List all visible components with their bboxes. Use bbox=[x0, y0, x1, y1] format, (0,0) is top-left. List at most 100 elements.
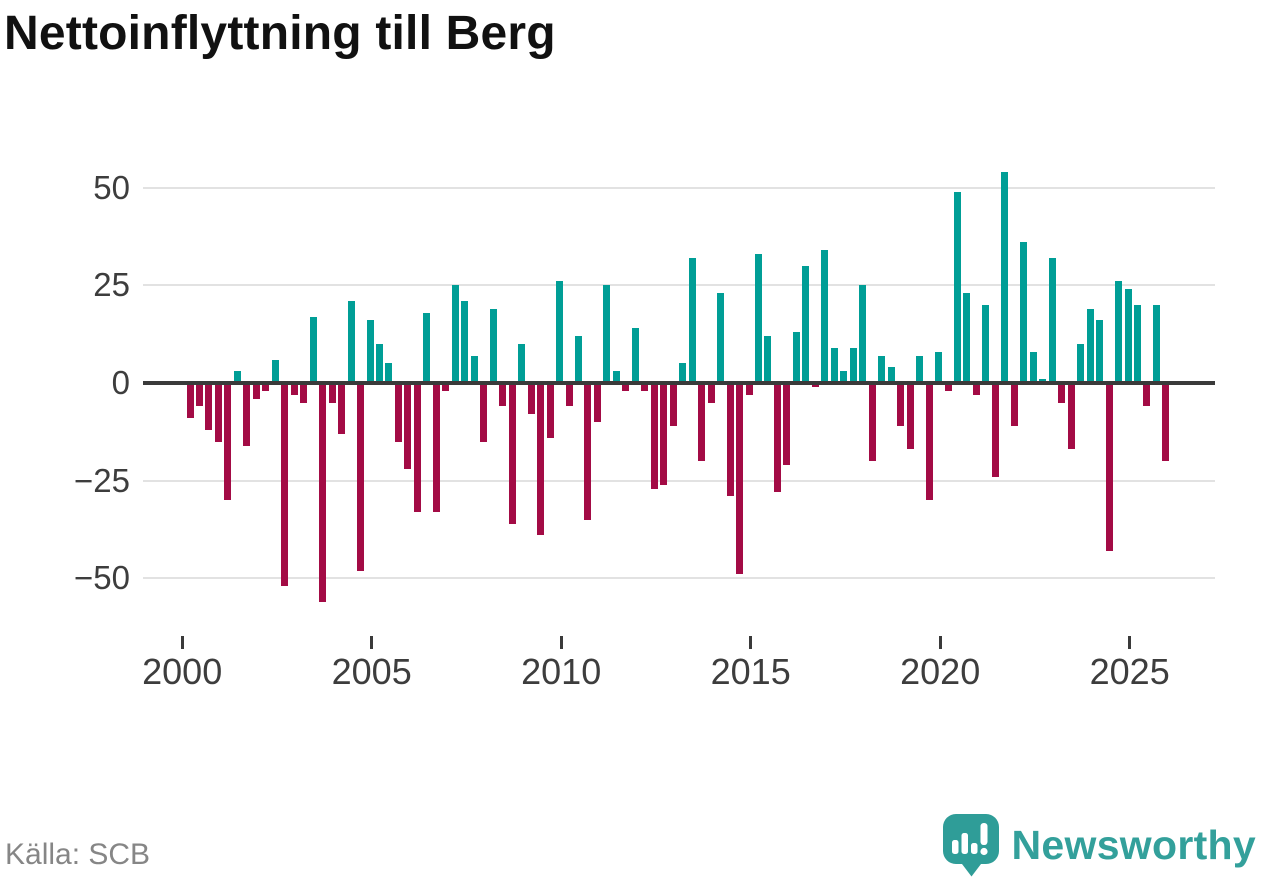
bar-2017Q4 bbox=[859, 285, 867, 383]
bar-2017Q1 bbox=[830, 347, 838, 383]
bar-2016Q2 bbox=[802, 265, 810, 383]
bar-2008Q1 bbox=[489, 308, 497, 383]
bar-2002Q4 bbox=[290, 383, 298, 395]
bar-2018Q2 bbox=[878, 355, 886, 383]
bar-2011Q2 bbox=[612, 371, 620, 383]
bar-2012Q1 bbox=[641, 383, 649, 391]
x-axis-label-2000: 2000 bbox=[142, 651, 223, 692]
bar-2000Q2 bbox=[195, 383, 203, 407]
x-tick-2015 bbox=[749, 636, 753, 649]
bar-2015Q3 bbox=[773, 383, 781, 493]
bar-2009Q3 bbox=[546, 383, 554, 438]
bar-2010Q1 bbox=[565, 383, 573, 407]
bar-2021Q4 bbox=[1010, 383, 1018, 426]
bar-2012Q2 bbox=[650, 383, 658, 489]
gridline-y-50 bbox=[143, 577, 1215, 580]
bar-2022Q4 bbox=[1048, 257, 1056, 383]
bar-2008Q2 bbox=[499, 383, 507, 407]
bar-2017Q3 bbox=[849, 347, 857, 383]
bar-2018Q4 bbox=[897, 383, 905, 426]
bar-2020Q3 bbox=[963, 293, 971, 383]
x-axis-label-2020: 2020 bbox=[900, 651, 981, 692]
brand-wordmark: Newsworthy bbox=[1011, 822, 1256, 868]
bar-2011Q4 bbox=[631, 328, 639, 383]
newsworthy-bubble-chart-icon bbox=[942, 814, 999, 877]
bar-2007Q2 bbox=[461, 300, 469, 383]
x-tick-2020 bbox=[938, 636, 942, 649]
bar-2001Q2 bbox=[233, 371, 241, 383]
bar-2021Q2 bbox=[991, 383, 999, 477]
bar-2014Q1 bbox=[717, 293, 725, 383]
x-axis-label-2005: 2005 bbox=[331, 651, 412, 692]
bar-2024Q1 bbox=[1096, 320, 1104, 383]
bar-2025Q4 bbox=[1162, 383, 1170, 462]
bar-2024Q4 bbox=[1124, 289, 1132, 383]
bar-2011Q1 bbox=[603, 285, 611, 383]
bar-2018Q3 bbox=[887, 367, 895, 383]
bar-2004Q4 bbox=[366, 320, 374, 383]
bar-2022Q1 bbox=[1020, 242, 1028, 383]
bar-2005Q3 bbox=[394, 383, 402, 442]
bar-2006Q2 bbox=[423, 312, 431, 383]
bar-2017Q2 bbox=[840, 371, 848, 383]
bar-2004Q1 bbox=[338, 383, 346, 434]
bar-2021Q3 bbox=[1001, 171, 1009, 383]
gridline-y-25 bbox=[143, 479, 1215, 482]
bar-2001Q3 bbox=[243, 383, 251, 446]
bar-2006Q1 bbox=[413, 383, 421, 512]
x-tick-2010 bbox=[559, 636, 563, 649]
bar-2006Q4 bbox=[442, 383, 450, 391]
bar-2010Q3 bbox=[584, 383, 592, 520]
x-axis-label-2015: 2015 bbox=[710, 651, 791, 692]
bar-2024Q2 bbox=[1105, 383, 1113, 552]
bar-2009Q2 bbox=[537, 383, 545, 536]
bar-2003Q2 bbox=[309, 316, 317, 383]
bar-2012Q3 bbox=[660, 383, 668, 485]
bar-2003Q1 bbox=[300, 383, 308, 403]
bar-2025Q1 bbox=[1134, 304, 1141, 383]
x-axis-label-2010: 2010 bbox=[521, 651, 602, 692]
bar-2014Q2 bbox=[726, 383, 734, 497]
bar-2014Q3 bbox=[736, 383, 744, 575]
bar-2016Q1 bbox=[792, 332, 800, 383]
gridline-y50 bbox=[143, 186, 1215, 189]
y-axis-label-25: 25 bbox=[93, 266, 130, 304]
bar-2023Q4 bbox=[1086, 308, 1094, 383]
bar-2008Q4 bbox=[518, 343, 526, 383]
zero-axis-line bbox=[143, 381, 1215, 385]
bar-2015Q1 bbox=[755, 254, 762, 383]
bar-2009Q4 bbox=[556, 281, 564, 383]
bar-2021Q1 bbox=[982, 304, 990, 383]
y-axis-label-50: 50 bbox=[93, 168, 130, 206]
bar-2007Q3 bbox=[470, 355, 478, 383]
bar-2020Q1 bbox=[944, 383, 952, 391]
bar-2012Q4 bbox=[669, 383, 677, 426]
bar-2015Q2 bbox=[764, 336, 772, 383]
bar-2020Q2 bbox=[953, 191, 961, 383]
newsworthy-logo: Newsworthy bbox=[942, 812, 1257, 878]
bar-2010Q4 bbox=[593, 383, 601, 423]
bar-2001Q1 bbox=[224, 383, 232, 501]
bar-2003Q3 bbox=[319, 383, 327, 602]
bar-2004Q3 bbox=[357, 383, 365, 571]
bar-2013Q1 bbox=[679, 363, 687, 383]
bar-2019Q3 bbox=[925, 383, 933, 501]
x-tick-2005 bbox=[370, 636, 374, 649]
bar-2000Q1 bbox=[186, 383, 194, 419]
x-tick-2000 bbox=[180, 636, 184, 649]
y-axis-label-0: 0 bbox=[111, 364, 130, 401]
x-tick-2025 bbox=[1128, 636, 1132, 649]
bar-2024Q3 bbox=[1115, 281, 1123, 383]
bar-2016Q4 bbox=[821, 250, 829, 383]
bar-2025Q2 bbox=[1143, 383, 1151, 407]
bar-2018Q1 bbox=[868, 383, 876, 462]
bar-2003Q4 bbox=[328, 383, 336, 403]
bar-2002Q1 bbox=[262, 383, 270, 391]
bar-2005Q2 bbox=[385, 363, 393, 383]
bar-2002Q3 bbox=[281, 383, 289, 587]
bar-2022Q2 bbox=[1029, 351, 1037, 383]
bar-2013Q4 bbox=[707, 383, 715, 403]
bar-2004Q2 bbox=[347, 300, 355, 383]
bar-2007Q1 bbox=[451, 285, 459, 383]
